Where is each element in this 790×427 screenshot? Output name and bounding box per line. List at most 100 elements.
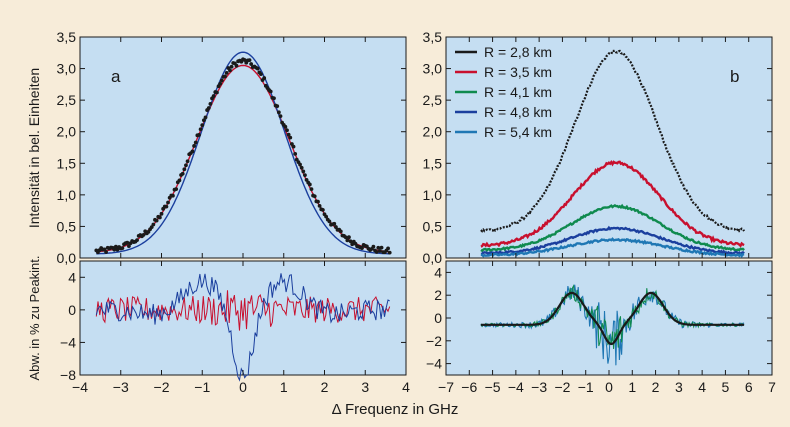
data-point bbox=[286, 132, 291, 137]
x-tick-label: −1 bbox=[194, 379, 210, 395]
panel-a-label: a bbox=[111, 67, 121, 86]
data-point bbox=[255, 66, 260, 71]
data-point bbox=[371, 244, 376, 249]
data-point bbox=[301, 169, 306, 174]
data-point bbox=[347, 235, 351, 240]
data-point bbox=[320, 207, 325, 212]
panel-b-plot-area bbox=[445, 36, 773, 259]
data-point bbox=[348, 239, 353, 244]
data-point bbox=[184, 163, 188, 168]
legend-label: R = 3,5 km bbox=[484, 64, 552, 80]
data-point bbox=[309, 187, 314, 192]
x-tick-label: 5 bbox=[722, 379, 730, 395]
data-point bbox=[203, 115, 208, 120]
legend-label: R = 4,1 km bbox=[484, 84, 552, 100]
x-tick-label: −7 bbox=[438, 379, 454, 395]
x-tick-label: −4 bbox=[72, 379, 88, 395]
series-line bbox=[480, 225, 745, 256]
data-point bbox=[275, 104, 280, 109]
x-tick-label: 4 bbox=[698, 379, 706, 395]
x-tick-label: 2 bbox=[321, 379, 329, 395]
panel-b-residual-ticks: −4 −2 0 2 4 bbox=[426, 264, 772, 372]
panel-a-residual-ticks: −8 −4 0 4 bbox=[60, 269, 406, 383]
data-point bbox=[182, 167, 187, 172]
data-point bbox=[112, 247, 117, 252]
data-point bbox=[171, 193, 175, 198]
data-point bbox=[135, 238, 139, 243]
y-tick-label: 0,5 bbox=[423, 218, 443, 234]
data-point bbox=[307, 182, 312, 187]
panel-b-legend: R = 2,8 km R = 3,5 km R = 4,1 km R = 4,8 km… bbox=[455, 44, 552, 140]
y-tick-label: 3,5 bbox=[57, 29, 77, 45]
data-point bbox=[228, 68, 232, 73]
data-point bbox=[197, 133, 201, 137]
data-point bbox=[298, 162, 302, 167]
panel-b-intensity-plot: 0,00,51,01,52,02,53,03,5 b R = 2,8 kmR =… bbox=[423, 29, 773, 266]
data-point bbox=[113, 244, 118, 249]
residual-y-tick-label: −4 bbox=[60, 334, 76, 350]
y-tick-label: 2,5 bbox=[423, 92, 443, 108]
residual-line-red bbox=[95, 290, 391, 331]
y-axis-label-bottom: Abw. in % zu Peakint. bbox=[27, 255, 42, 380]
panel-b-residual-series bbox=[480, 284, 745, 366]
x-tick-label: 0 bbox=[239, 379, 247, 395]
data-point bbox=[215, 90, 219, 95]
x-tick-label: 6 bbox=[745, 379, 753, 395]
x-tick-label: −2 bbox=[154, 379, 170, 395]
data-point bbox=[211, 94, 216, 98]
data-point bbox=[360, 246, 364, 250]
data-point bbox=[345, 238, 350, 243]
residual-y-tick-label: −2 bbox=[426, 333, 442, 349]
panel-b-label: b bbox=[730, 67, 739, 86]
data-point bbox=[327, 219, 332, 224]
legend-label: R = 4,8 km bbox=[484, 104, 552, 120]
panel-a-plot-area bbox=[79, 36, 407, 259]
series-line bbox=[480, 203, 745, 253]
data-point bbox=[180, 171, 185, 176]
data-point bbox=[159, 211, 164, 216]
data-point bbox=[387, 250, 392, 255]
residual-y-tick-label: 0 bbox=[434, 310, 442, 326]
data-point bbox=[303, 173, 307, 178]
series-line bbox=[480, 237, 745, 258]
data-point bbox=[374, 250, 379, 254]
data-point bbox=[343, 235, 348, 240]
y-tick-label: 0,0 bbox=[423, 250, 443, 266]
data-point bbox=[206, 106, 211, 110]
x-tick-label: −1 bbox=[578, 379, 594, 395]
data-point bbox=[324, 214, 329, 219]
data-point bbox=[247, 58, 252, 63]
x-tick-label: 4 bbox=[402, 379, 410, 395]
data-point bbox=[285, 128, 289, 133]
data-point bbox=[291, 144, 296, 149]
x-tick-label: 1 bbox=[280, 379, 288, 395]
y-tick-label: 1,0 bbox=[423, 187, 443, 203]
y-axis-label-top: Intensität in bel. Einheiten bbox=[26, 68, 42, 228]
data-point bbox=[386, 246, 390, 251]
data-point bbox=[174, 187, 179, 192]
data-point bbox=[332, 221, 337, 226]
data-point bbox=[317, 203, 322, 208]
data-point bbox=[219, 78, 224, 83]
data-point bbox=[200, 123, 205, 128]
y-tick-label: 2,5 bbox=[57, 92, 77, 108]
data-point bbox=[338, 229, 343, 234]
data-point bbox=[151, 222, 156, 227]
data-point bbox=[192, 144, 197, 148]
data-point bbox=[120, 246, 125, 251]
fit-line-darkblue bbox=[96, 51, 390, 255]
data-point bbox=[268, 89, 273, 94]
data-point bbox=[283, 124, 288, 129]
legend-label: R = 2,8 km bbox=[484, 44, 552, 60]
data-point bbox=[141, 232, 146, 237]
x-tick-label: 0 bbox=[605, 379, 613, 395]
data-point bbox=[379, 245, 384, 250]
x-tick-label: −6 bbox=[461, 379, 477, 395]
data-point bbox=[299, 165, 304, 170]
data-point bbox=[218, 81, 223, 86]
legend-label: R = 5,4 km bbox=[484, 124, 552, 140]
data-point bbox=[177, 178, 182, 183]
data-point bbox=[249, 62, 254, 66]
x-tick-label: 1 bbox=[628, 379, 636, 395]
data-point bbox=[316, 199, 320, 204]
